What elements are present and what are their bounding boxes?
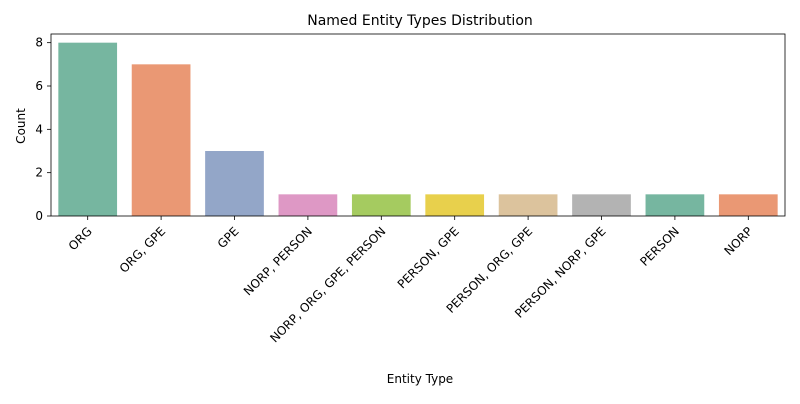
bar-0 — [58, 42, 118, 216]
x-axis-label: Entity Type — [387, 372, 453, 386]
bar-8 — [645, 194, 705, 216]
bar-5 — [425, 194, 485, 216]
bar-4 — [351, 194, 411, 216]
x-tick-label-1: ORG, GPE — [117, 224, 168, 275]
y-tick-label-2: 4 — [35, 122, 43, 136]
bar-9 — [718, 194, 778, 216]
x-tick-label-4: NORP, ORG, GPE, PERSON — [267, 224, 388, 345]
bar-7 — [572, 194, 631, 216]
y-tick-label-0: 0 — [35, 209, 43, 223]
y-tick-label-1: 2 — [35, 166, 43, 180]
plot-frame — [50, 33, 786, 217]
chart-title: Named Entity Types Distribution — [307, 13, 533, 29]
bar-2 — [205, 151, 264, 216]
y-tick-label-3: 6 — [35, 79, 43, 93]
y-tick-label-4: 8 — [35, 36, 43, 50]
y-axis-label: Count — [14, 108, 28, 144]
x-tick-label-0: ORG — [66, 224, 95, 253]
bar-6 — [498, 194, 558, 216]
x-tick-label-5: PERSON, GPE — [395, 224, 462, 291]
y-ticks-layer: 0 2 4 6 8 — [35, 36, 51, 223]
x-tick-label-3: NORP, PERSON — [241, 224, 315, 298]
bar-1 — [131, 64, 191, 216]
bar-3 — [278, 194, 338, 216]
axes-layer — [50, 33, 786, 217]
x-tick-label-9: NORP — [721, 224, 755, 258]
x-tick-label-8: PERSON — [637, 224, 682, 269]
x-tick-label-2: GPE — [215, 224, 242, 251]
bars-layer — [58, 42, 778, 216]
